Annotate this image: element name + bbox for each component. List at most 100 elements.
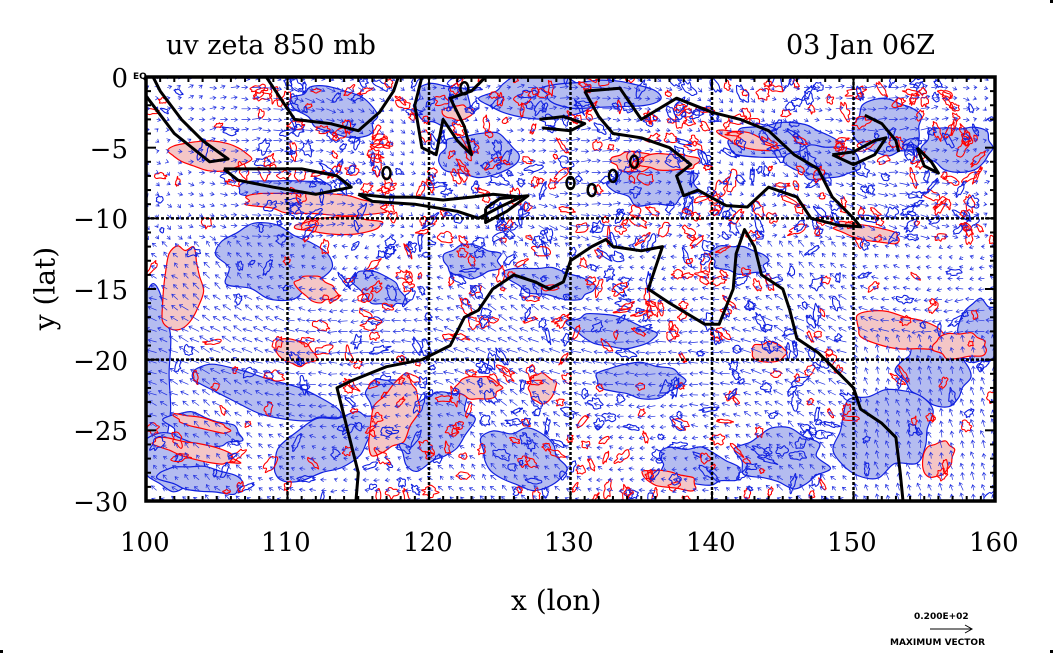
wind-vector — [814, 117, 820, 123]
wind-vector — [182, 400, 189, 406]
wind-vector — [817, 324, 826, 332]
negative-contour — [885, 145, 894, 152]
plot-date: 03 Jan 06Z — [786, 30, 935, 61]
wind-vector — [941, 202, 949, 207]
wind-vector — [884, 386, 890, 396]
wind-vector — [905, 376, 911, 385]
negative-contour — [804, 244, 820, 256]
wind-vector — [803, 234, 809, 239]
wind-vector — [403, 307, 412, 312]
wind-vector — [154, 169, 159, 175]
wind-vector — [761, 129, 767, 134]
positive-contour — [418, 129, 432, 143]
wind-vector — [421, 118, 427, 123]
negative-contour — [616, 394, 626, 404]
wind-vector — [553, 422, 561, 428]
wind-vector — [262, 369, 274, 375]
wind-vector — [296, 296, 306, 301]
wind-vector — [923, 297, 932, 303]
wind-vector — [305, 97, 316, 104]
negative-contour — [888, 77, 897, 89]
wind-vector — [570, 170, 582, 176]
wind-vector — [626, 287, 635, 292]
wind-vector — [479, 399, 486, 406]
wind-vector — [606, 286, 614, 292]
wind-vector — [696, 222, 701, 228]
wind-vector — [586, 435, 592, 440]
wind-vector — [330, 434, 338, 440]
wind-vector — [305, 210, 313, 216]
wind-vector — [906, 419, 911, 427]
wind-vector — [533, 475, 539, 481]
wind-vector — [639, 456, 645, 461]
wind-vector — [626, 308, 635, 314]
positive-contour — [450, 168, 462, 185]
wind-vector — [735, 433, 741, 438]
wind-vector — [867, 95, 876, 101]
wind-vector — [268, 433, 274, 438]
wind-vector — [591, 179, 602, 185]
wind-vector — [305, 350, 316, 356]
negative-contour — [410, 429, 422, 448]
wind-vector — [336, 108, 344, 114]
wind-vector — [361, 424, 369, 429]
wind-vector — [655, 138, 662, 143]
wind-vector — [278, 455, 285, 460]
wind-vector — [474, 160, 479, 165]
wind-vector — [846, 138, 854, 144]
wind-vector — [437, 285, 444, 290]
wind-vector — [561, 390, 571, 396]
wind-vector — [517, 224, 523, 229]
wind-vector — [392, 329, 401, 334]
wind-vector — [853, 408, 858, 417]
wind-vector — [177, 235, 183, 240]
island-outline — [607, 168, 619, 184]
wind-vector — [178, 304, 189, 311]
wind-vector — [295, 382, 306, 387]
wind-vector — [294, 201, 303, 206]
wind-vector — [596, 445, 603, 451]
wind-vector — [972, 96, 977, 101]
wind-vector — [336, 96, 344, 102]
wind-vector — [209, 95, 217, 101]
wind-vector — [490, 474, 497, 481]
wind-vector — [874, 253, 879, 258]
wind-vector — [368, 129, 374, 134]
wind-vector — [728, 161, 733, 167]
wind-vector — [264, 379, 274, 385]
wind-vector — [874, 343, 880, 353]
wind-vector — [768, 475, 773, 481]
wind-vector — [606, 296, 614, 301]
wind-vector — [798, 273, 805, 279]
wind-vector — [212, 294, 221, 300]
wind-vector — [258, 443, 263, 449]
wind-vector — [406, 435, 412, 440]
wind-vector — [952, 180, 958, 185]
wind-vector — [781, 234, 786, 239]
wind-vector — [875, 471, 881, 480]
positive-contour — [298, 336, 315, 348]
wind-vector — [379, 222, 384, 227]
positive-contour — [585, 112, 593, 122]
wind-vector — [910, 126, 919, 132]
wind-vector — [528, 170, 535, 175]
wind-vector — [171, 486, 178, 491]
wind-vector — [226, 474, 232, 481]
wind-vector — [749, 108, 754, 113]
wind-vector — [638, 435, 645, 441]
wind-vector — [379, 361, 391, 367]
wind-vector — [400, 119, 406, 124]
positive-contour — [925, 412, 935, 422]
wind-vector — [294, 158, 304, 163]
wind-vector — [500, 409, 508, 417]
wind-vector — [742, 327, 751, 333]
wind-vector — [463, 235, 468, 240]
wind-vector — [541, 295, 550, 300]
wind-vector — [831, 241, 837, 247]
wind-vector — [442, 370, 454, 375]
wind-vector — [168, 348, 178, 353]
wind-vector — [542, 412, 550, 417]
wind-vector — [206, 454, 211, 459]
wind-vector — [466, 388, 476, 396]
positive-contour — [901, 88, 921, 97]
